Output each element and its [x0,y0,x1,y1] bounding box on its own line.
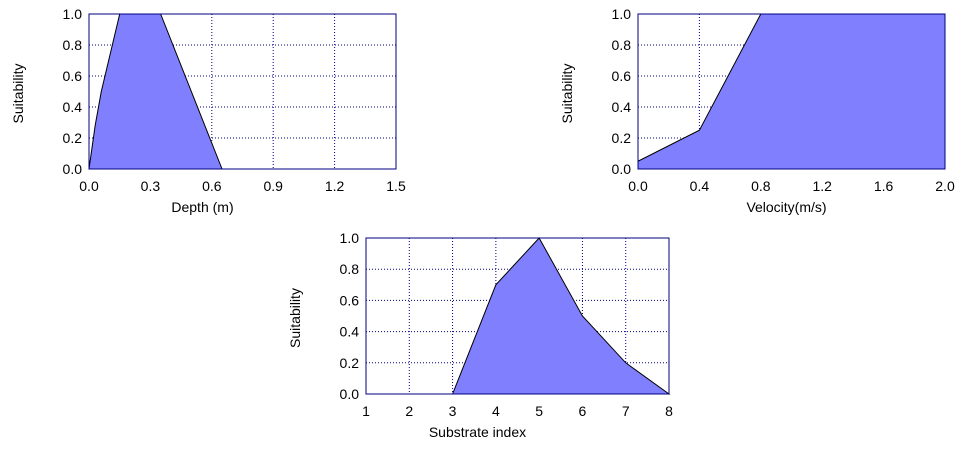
depth-x-tick-label: 0.6 [202,178,222,194]
substrate-x-tick-label: 3 [449,403,457,419]
velocity-x-axis-label: Velocity(m/s) [746,199,826,215]
substrate-x-tick-label: 1 [362,403,370,419]
velocity-y-tick-label: 0.4 [612,99,632,115]
substrate-x-tick-label: 4 [492,403,500,419]
depth-y-tick-label: 0.2 [63,130,83,146]
velocity-y-tick-label: 0.0 [612,161,632,177]
velocity-y-tick-label: 0.6 [612,68,632,84]
velocity-y-tick-label: 0.8 [612,37,632,53]
substrate-suitability-area [451,237,671,395]
substrate-x-axis-label: Substrate index [429,424,526,440]
substrate-y-tick-label: 0.4 [340,324,360,340]
substrate-plot-frame [365,237,670,395]
velocity-chart: 0.0 0.4 0.8 1.2 1.6 2.0 0.0 0.2 0.4 0.6 0.8 1.0 Velo… [559,6,955,215]
velocity-x-tick-label: 1.2 [812,178,832,194]
depth-x-tick-label: 1.5 [386,178,406,194]
velocity-x-tick-label: 0.8 [751,178,771,194]
substrate-x-tick-label: 6 [579,403,587,419]
velocity-x-tick-label: 2.0 [935,178,955,194]
substrate-x-tick-label: 7 [622,403,630,419]
velocity-plot-frame [637,13,946,170]
substrate-x-tick-label: 8 [665,403,673,419]
depth-y-tick-label: 1.0 [63,6,83,22]
depth-x-tick-label: 1.2 [325,178,345,194]
depth-y-tick-label: 0.4 [63,99,83,115]
substrate-y-tick-label: 0.6 [340,292,360,308]
substrate-chart: 1 2 3 4 5 6 7 8 0.0 0.2 0.4 0.6 0.8 1.0 Substrate inde… [287,230,673,440]
substrate-y-tick-label: 0.8 [340,261,360,277]
substrate-x-tick-label: 5 [535,403,543,419]
velocity-y-tick-label: 1.0 [612,6,632,22]
depth-y-axis-label: Suitability [10,64,26,124]
substrate-y-tick-label: 0.0 [340,386,360,402]
velocity-y-tick-label: 0.2 [612,130,632,146]
velocity-x-tick-label: 0.0 [628,178,648,194]
substrate-y-axis-label: Suitability [287,288,303,348]
depth-suitability-area [88,13,223,170]
depth-x-axis-label: Depth (m) [171,199,233,215]
substrate-y-tick-label: 1.0 [340,230,360,246]
substrate-x-tick-label: 2 [405,403,413,419]
depth-x-tick-label: 0.0 [79,178,99,194]
velocity-suitability-area [637,13,946,170]
substrate-y-tick-label: 0.2 [340,355,360,371]
depth-x-tick-label: 0.3 [141,178,161,194]
depth-y-tick-label: 0.6 [63,68,83,84]
depth-plot-frame [88,13,397,170]
depth-y-tick-label: 0.8 [63,37,83,53]
velocity-x-tick-label: 0.4 [690,178,710,194]
depth-y-tick-label: 0.0 [63,161,83,177]
velocity-x-tick-label: 1.6 [874,178,894,194]
depth-chart: 0.0 0.3 0.6 0.9 1.2 1.5 0.0 0.2 0.4 0.6 0.8 1.0 Dept… [10,6,406,215]
depth-x-tick-label: 0.9 [263,178,283,194]
velocity-y-axis-label: Suitability [559,64,575,124]
